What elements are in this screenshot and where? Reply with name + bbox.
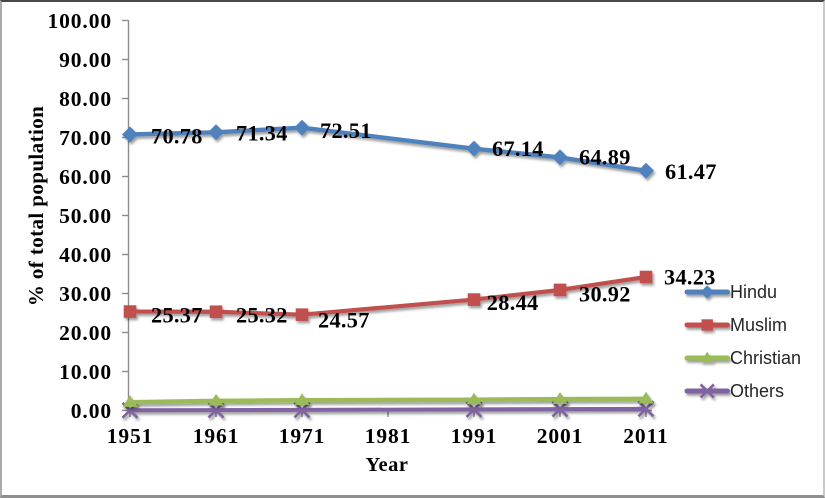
svg-text:% of total population: % of total population — [24, 106, 48, 306]
svg-text:30.00: 30.00 — [59, 282, 112, 306]
svg-text:10.00: 10.00 — [59, 360, 112, 384]
svg-text:2011: 2011 — [623, 424, 668, 448]
svg-text:Others: Others — [730, 381, 784, 401]
svg-text:72.51: 72.51 — [320, 118, 372, 143]
svg-text:1951: 1951 — [107, 424, 154, 448]
svg-text:70.78: 70.78 — [151, 123, 203, 148]
svg-text:60.00: 60.00 — [59, 165, 112, 189]
svg-text:1981: 1981 — [365, 424, 412, 448]
svg-text:0.00: 0.00 — [71, 399, 112, 423]
svg-text:Christian: Christian — [730, 348, 801, 368]
svg-text:24.57: 24.57 — [318, 308, 370, 333]
svg-text:20.00: 20.00 — [59, 321, 112, 345]
svg-text:70.00: 70.00 — [59, 126, 112, 150]
svg-text:40.00: 40.00 — [59, 243, 112, 267]
svg-text:1971: 1971 — [279, 424, 326, 448]
svg-text:25.37: 25.37 — [151, 302, 203, 327]
svg-text:1961: 1961 — [193, 424, 240, 448]
svg-text:71.34: 71.34 — [236, 121, 288, 146]
svg-text:1991: 1991 — [451, 424, 498, 448]
svg-text:61.47: 61.47 — [665, 159, 717, 184]
svg-text:Year: Year — [366, 454, 409, 476]
svg-text:50.00: 50.00 — [59, 204, 112, 228]
svg-text:64.89: 64.89 — [579, 145, 631, 170]
svg-text:2001: 2001 — [537, 424, 584, 448]
svg-text:Muslim: Muslim — [730, 315, 787, 335]
svg-text:34.23: 34.23 — [664, 265, 716, 290]
svg-text:100.00: 100.00 — [47, 9, 112, 33]
svg-text:90.00: 90.00 — [59, 48, 112, 72]
svg-text:Hindu: Hindu — [730, 282, 777, 302]
svg-text:25.32: 25.32 — [236, 302, 288, 327]
svg-text:28.44: 28.44 — [487, 290, 539, 315]
svg-text:67.14: 67.14 — [492, 136, 544, 161]
svg-text:30.92: 30.92 — [579, 282, 631, 307]
svg-text:80.00: 80.00 — [59, 87, 112, 111]
